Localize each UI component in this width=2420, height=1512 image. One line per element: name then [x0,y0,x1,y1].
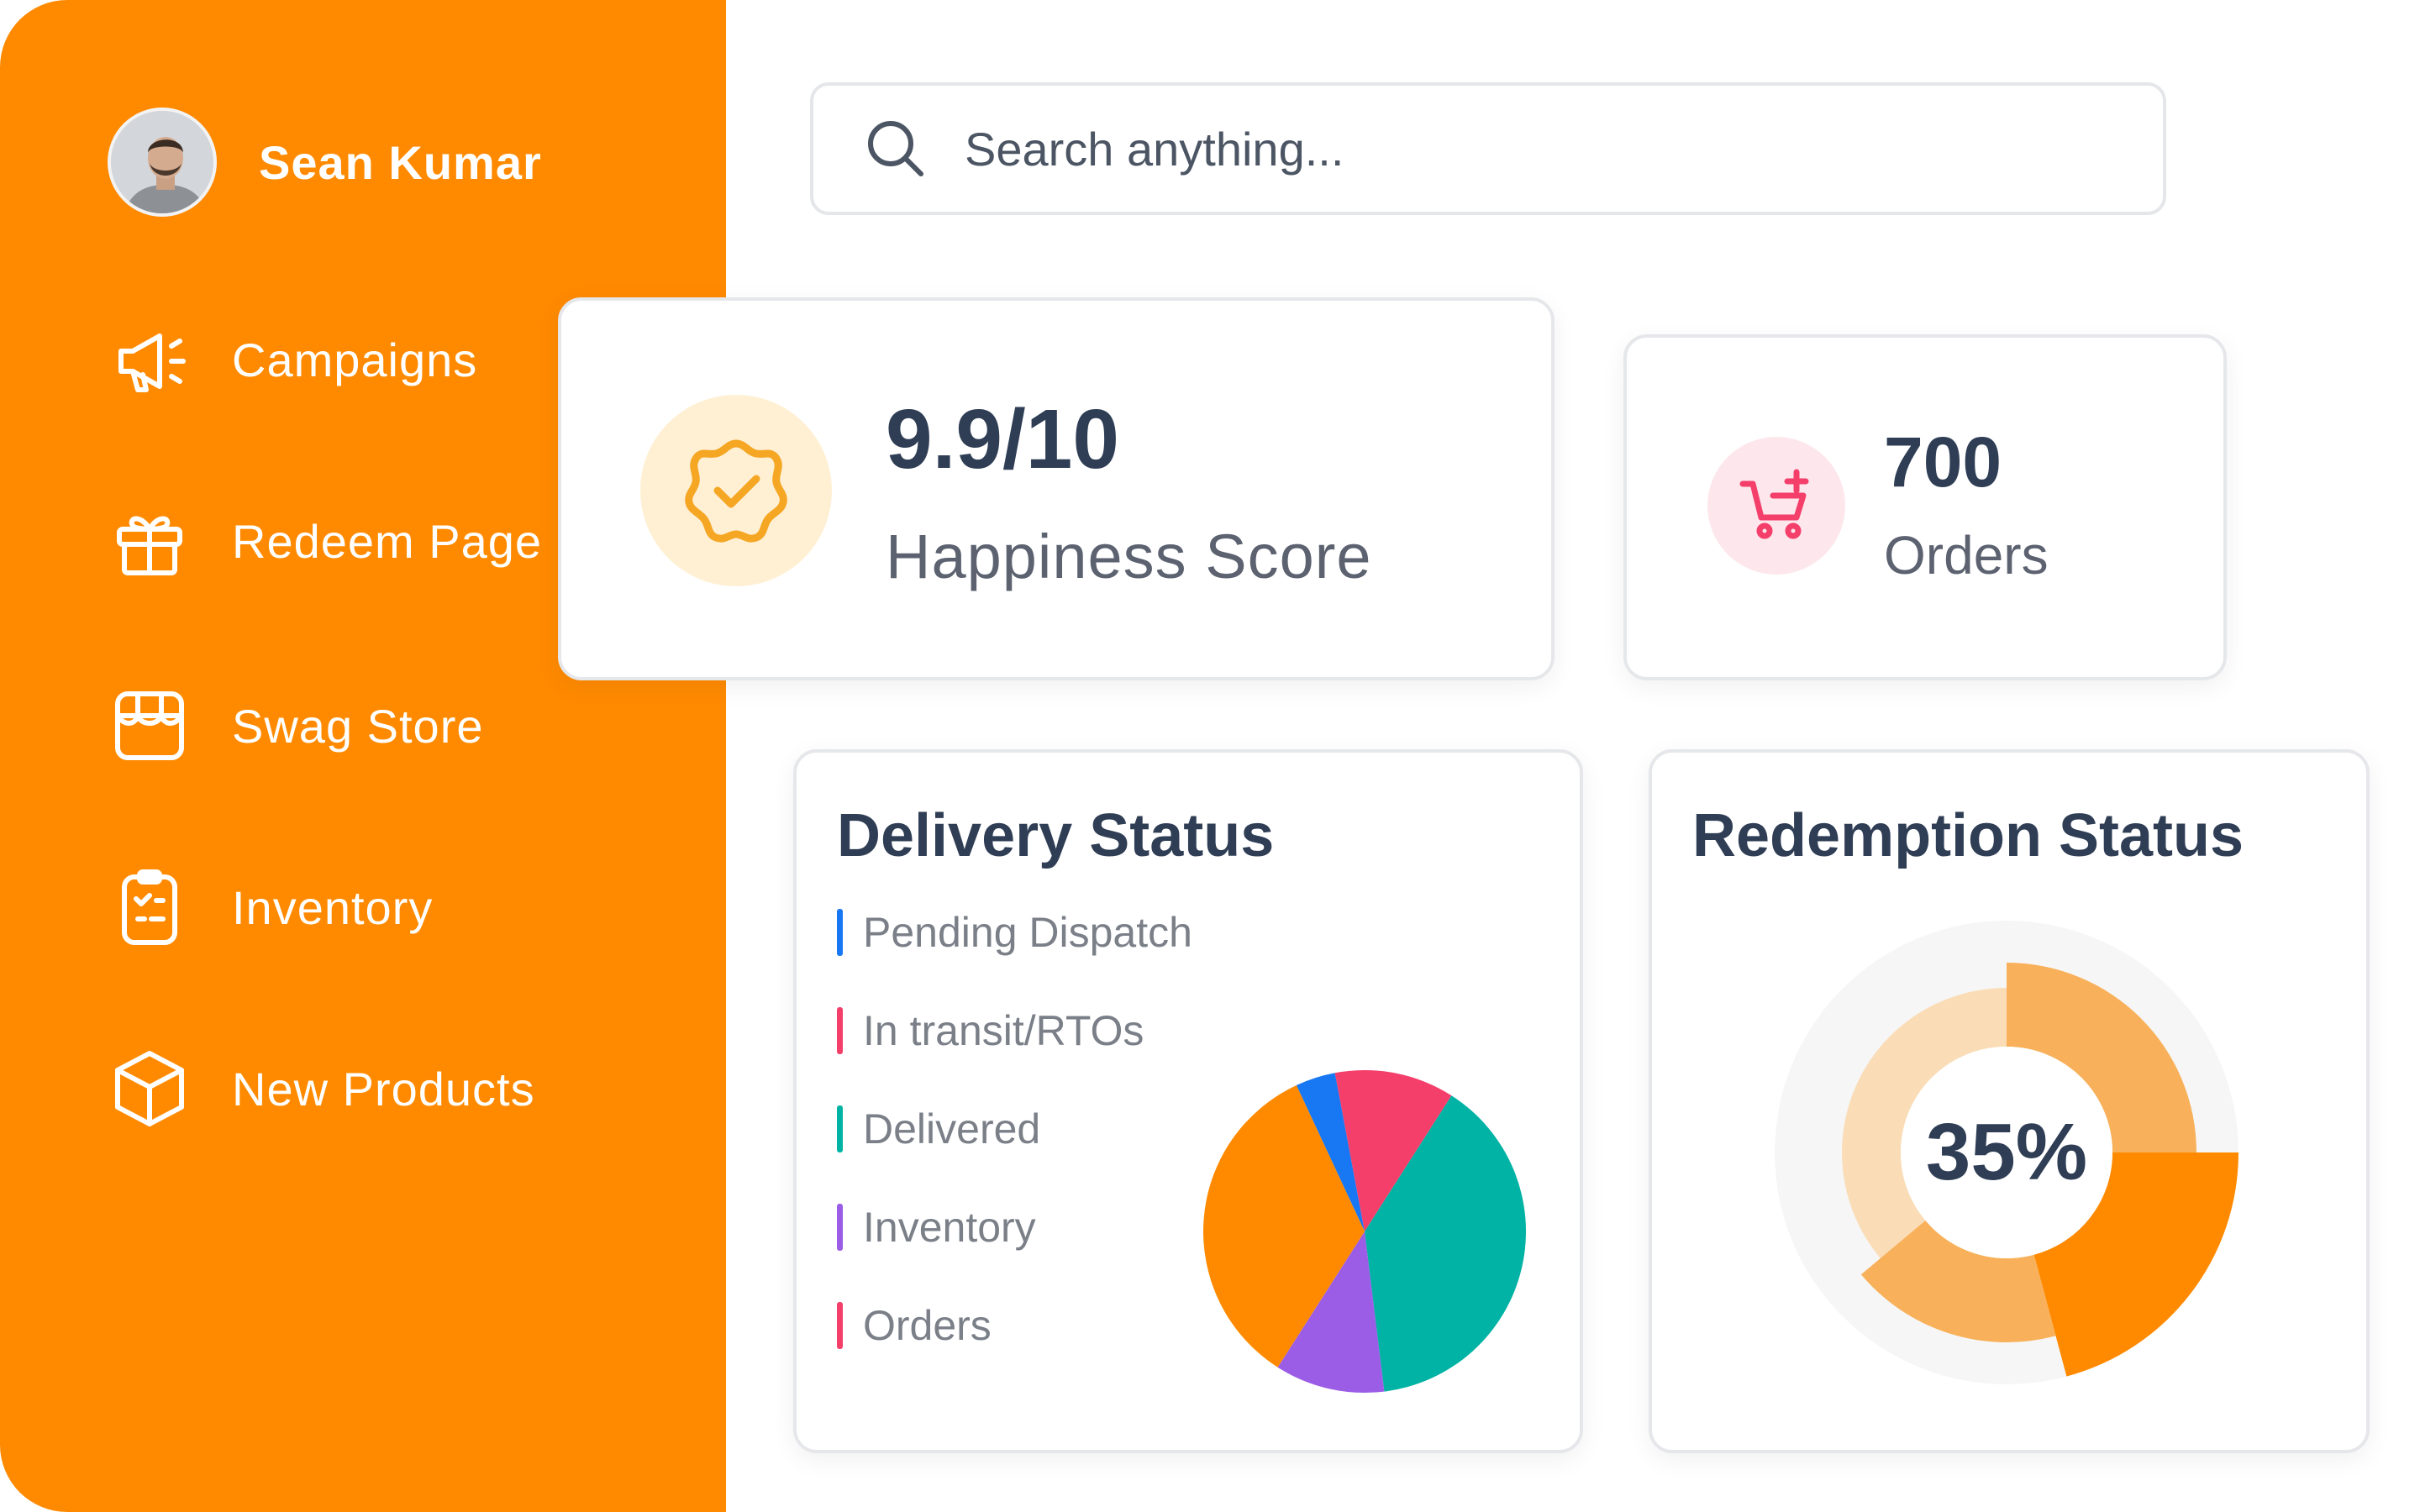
sidebar-item-swag-store[interactable]: Swag Store [108,684,484,768]
store-icon [108,684,192,768]
search-input[interactable] [963,120,2059,177]
sidebar-item-label: New Products [232,1062,535,1116]
cart-plus-icon [1707,437,1845,575]
check-badge-icon [640,395,832,586]
legend-swatch [837,909,843,956]
legend-item: Orders [837,1302,1192,1349]
pie-slice-pending-dispatch [1296,1073,1365,1231]
sidebar: Sean Kumar Campaigns Redeem Page [0,0,726,1512]
megaphone-icon [108,318,192,402]
pie-slice-in-transit-rtos [1334,1070,1452,1231]
legend-swatch [837,1302,843,1349]
delivery-pie-chart [1203,1070,1526,1393]
clipboard-icon [108,865,192,949]
sidebar-item-redeem-page[interactable]: Redeem Page [108,499,542,583]
pie-slice-inventory [1277,1231,1385,1393]
happiness-score-value: 9.9/10 [886,392,1120,486]
sidebar-item-label: Inventory [232,880,434,934]
delivery-status-title: Delivery Status [837,802,1275,869]
donut-segment-redeemed [2033,1152,2238,1377]
sidebar-item-label: Campaigns [232,333,478,386]
donut-hole [1901,1047,2112,1258]
search-bar[interactable] [810,82,2166,215]
donut-segment-remaining [1842,988,2007,1317]
orders-value: 700 [1884,423,2002,501]
legend-label: Delivered [863,1105,1041,1152]
sidebar-item-campaigns[interactable]: Campaigns [108,318,477,402]
pie-slice-delivered [1365,1095,1526,1392]
donut-segment-upper [2007,963,2196,1152]
happiness-score-card: 9.9/10 Happiness Score [558,297,1555,680]
orders-card: 700 Orders [1623,334,2227,680]
sidebar-item-label: Swag Store [232,699,484,753]
legend-item: Pending Dispatch [837,909,1192,956]
delivery-legend: Pending Dispatch In transit/RTOs Deliver… [837,909,1192,1400]
delivery-status-card: Delivery Status Pending Dispatch In tran… [793,749,1583,1453]
legend-item: Inventory [837,1204,1192,1251]
pie-slice-orders [1203,1084,1365,1368]
redemption-donut-chart [1775,921,2238,1384]
legend-item: In transit/RTOs [837,1007,1192,1054]
sidebar-item-inventory[interactable]: Inventory [108,865,433,949]
redemption-status-card: Redemption Status 35% [1649,749,2370,1453]
legend-swatch [837,1007,843,1054]
legend-label: In transit/RTOs [863,1007,1144,1054]
legend-item: Delivered [837,1105,1192,1152]
happiness-score-label: Happiness Score [886,522,1372,591]
legend-swatch [837,1204,843,1251]
legend-label: Inventory [863,1204,1036,1251]
orders-label: Orders [1884,525,2049,585]
sidebar-item-new-products[interactable]: New Products [108,1047,535,1131]
redemption-status-title: Redemption Status [1692,802,2244,869]
redemption-percent: 35% [1925,1107,2088,1197]
avatar[interactable] [108,108,217,217]
sidebar-item-label: Redeem Page [232,514,543,568]
box-icon [108,1047,192,1131]
legend-swatch [837,1105,843,1152]
user-profile[interactable]: Sean Kumar [108,108,542,217]
legend-label: Orders [863,1302,992,1349]
donut-segment-lower [1860,1220,2056,1342]
legend-label: Pending Dispatch [863,909,1192,956]
search-icon[interactable] [862,115,929,182]
gift-icon [108,499,192,583]
user-name: Sean Kumar [259,135,542,189]
